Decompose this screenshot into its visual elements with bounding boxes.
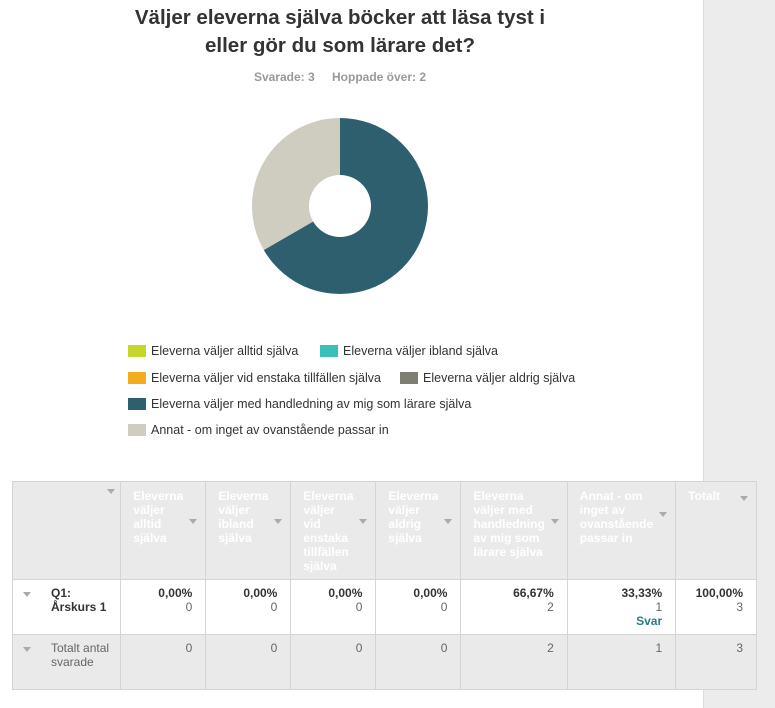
legend-item-handledning[interactable]: Eleverna väljer med handledning av mig s… <box>128 397 471 411</box>
legend-item-alltid[interactable]: Eleverna väljer alltid själva <box>128 344 298 358</box>
chevron-down-icon[interactable] <box>23 647 31 652</box>
donut-hole <box>309 175 371 237</box>
legend-label: Eleverna väljer med handledning av mig s… <box>151 397 472 411</box>
total-row-label[interactable]: Totalt antal svarade <box>11 634 122 690</box>
table-cell: 0 <box>205 634 292 690</box>
legend-swatch <box>128 424 146 436</box>
total-row: Totalt antal svarade 0 0 0 0 2 1 3 <box>11 634 757 690</box>
chevron-down-icon[interactable] <box>550 519 559 524</box>
table-cell: 66,67% 2 <box>460 579 568 635</box>
legend-label: Annat - om inget av ovanstående passar i… <box>151 423 389 437</box>
table-cell-total: 3 <box>675 634 757 690</box>
donut-chart <box>251 118 428 294</box>
column-header[interactable]: Eleverna väljer med handledning av mig s… <box>460 481 568 580</box>
legend-swatch <box>400 372 418 384</box>
column-header[interactable]: Eleverna väljer alltid själva <box>120 481 207 580</box>
question-title: Väljer eleverna själva böcker att läsa t… <box>60 4 620 60</box>
chevron-down-icon[interactable] <box>359 519 368 524</box>
legend-label: Eleverna väljer aldrig själva <box>423 371 576 385</box>
skipped-count: Hoppade över: 2 <box>332 70 427 84</box>
table-row: Q1: Årskurs 1 0,00% 0 0,00% 0 0,00% 0 0,00%… <box>11 579 757 635</box>
response-stats: Svarade: 3 Hoppade över: 2 <box>60 70 620 84</box>
table-cell: 2 <box>460 634 568 690</box>
table-cell: 33,33% 1 Svar <box>566 579 677 635</box>
chevron-down-icon[interactable] <box>740 496 748 501</box>
answered-count: Svarade: 3 <box>253 70 315 84</box>
table-cell: 0,00% 0 <box>120 579 207 635</box>
table-header-row: Eleverna väljer alltid själva Eleverna v… <box>11 481 757 580</box>
svar-link[interactable]: Svar <box>636 614 663 628</box>
table-cell: 0,00% 0 <box>375 579 462 635</box>
table-cell: 0 <box>290 634 377 690</box>
legend-swatch <box>128 398 146 410</box>
table-cell-total: 100,00% 3 <box>675 579 757 635</box>
legend-item-annat[interactable]: Annat - om inget av ovanstående passar i… <box>128 423 389 437</box>
chevron-down-icon[interactable] <box>23 592 31 597</box>
legend-label: Eleverna väljer ibland själva <box>343 344 498 358</box>
chevron-down-icon[interactable] <box>444 519 453 524</box>
table-cell: 0,00% 0 <box>205 579 292 635</box>
header-sort-blank[interactable] <box>11 481 122 580</box>
chevron-down-icon[interactable] <box>274 519 283 524</box>
column-header-total[interactable]: Totalt <box>675 481 757 580</box>
table-cell: 0 <box>120 634 207 690</box>
chevron-down-icon[interactable] <box>189 519 198 524</box>
results-table: Eleverna väljer alltid själva Eleverna v… <box>11 481 757 690</box>
legend-item-enstaka[interactable]: Eleverna väljer vid enstaka tillfällen s… <box>128 371 381 385</box>
legend-swatch <box>128 345 146 357</box>
row-label[interactable]: Q1: Årskurs 1 <box>11 579 122 635</box>
legend-label: Eleverna väljer alltid själva <box>151 344 299 358</box>
chevron-down-icon[interactable] <box>659 512 668 517</box>
column-header[interactable]: Annat - om inget av ovanstående passar i… <box>566 481 677 580</box>
table-cell: 0,00% 0 <box>290 579 377 635</box>
column-header[interactable]: Eleverna väljer ibland själva <box>205 481 292 580</box>
title-line-2: eller gör du som lärare det? <box>205 34 475 57</box>
legend-swatch <box>128 372 146 384</box>
title-line-1: Väljer eleverna själva böcker att läsa t… <box>134 6 546 29</box>
table-cell: 0 <box>375 634 462 690</box>
legend-item-ibland[interactable]: Eleverna väljer ibland själva <box>320 344 498 358</box>
legend-label: Eleverna väljer vid enstaka tillfällen s… <box>151 371 381 385</box>
column-header[interactable]: Eleverna väljer vid enstaka tillfällen s… <box>290 481 377 580</box>
column-header[interactable]: Eleverna väljer aldrig själva <box>375 481 462 580</box>
legend-swatch <box>320 345 338 357</box>
table-cell: 1 <box>566 634 677 690</box>
legend-item-aldrig[interactable]: Eleverna väljer aldrig själva <box>400 371 575 385</box>
chevron-down-icon[interactable] <box>107 489 115 494</box>
